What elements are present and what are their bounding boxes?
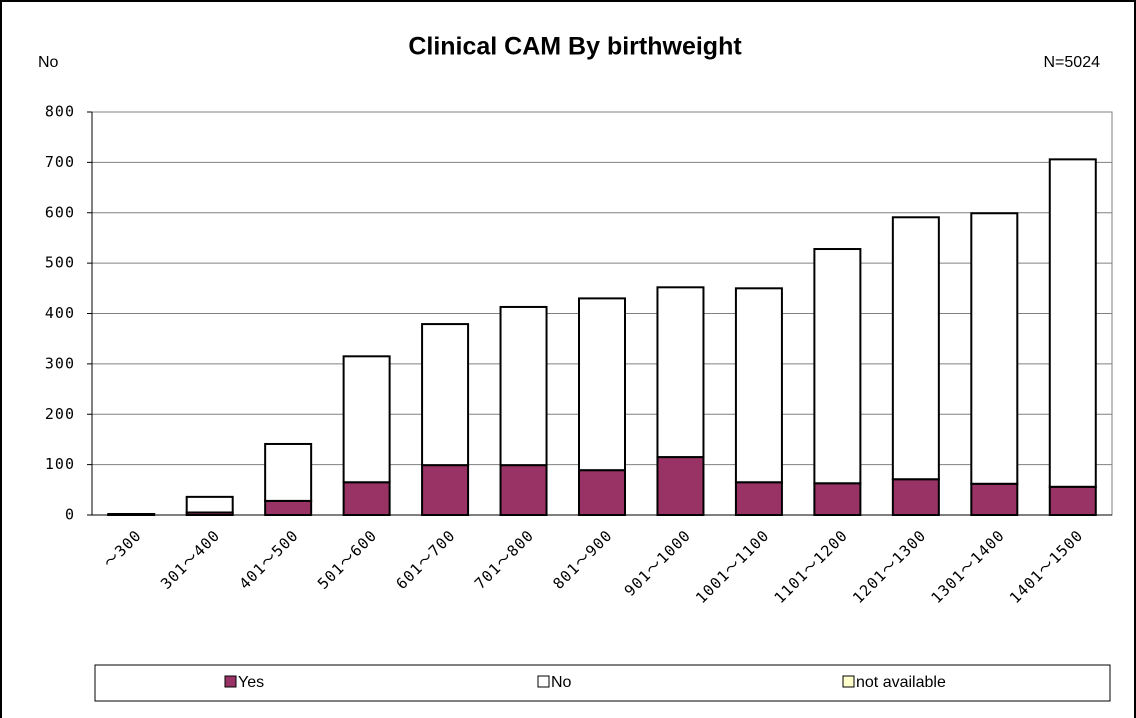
bar-segment [1048, 158, 1097, 488]
legend-swatch [842, 675, 855, 688]
legend-box [94, 664, 1111, 702]
y-tick-label: 200 [45, 405, 75, 423]
bar-segment [421, 464, 470, 517]
legend-label: No [551, 674, 572, 691]
bar-segment [813, 248, 862, 485]
y-tick-label: 400 [45, 304, 75, 322]
y-tick-label: 600 [45, 203, 75, 221]
bar-segment [656, 456, 705, 517]
bar-segment [578, 469, 626, 517]
bar-segment [578, 297, 626, 472]
bar-segment [499, 464, 548, 517]
bar-segment [499, 305, 548, 467]
bar-segment [970, 212, 1019, 485]
bar-segment [185, 495, 234, 514]
chart-title: Clinical CAM By birthweight [408, 33, 742, 61]
legend-label: not available [856, 674, 946, 691]
legend-label: Yes [238, 674, 264, 691]
y-tick-label: 100 [45, 455, 75, 473]
legend-swatch [224, 675, 237, 688]
y-tick-label: 0 [65, 506, 75, 524]
y-tick-label: 500 [45, 254, 75, 272]
x-tick-label: 501～600 [314, 526, 381, 593]
bar-segment [264, 442, 313, 502]
bar-segment [891, 478, 940, 517]
bar-segment [1048, 485, 1097, 517]
bar-segment [734, 481, 783, 517]
legend-swatch [537, 675, 550, 688]
bar-segment [891, 216, 940, 481]
y-tick-label: 800 [45, 103, 75, 121]
bar-segment [813, 482, 862, 517]
x-tick-label: 1401～1500 [1006, 526, 1087, 607]
y-axis-label: No [38, 54, 59, 71]
annotation: N=5024 [1044, 54, 1101, 71]
bar-segment [342, 355, 391, 484]
x-tick-label: 601～700 [392, 526, 459, 593]
x-tick-label: 701～800 [471, 526, 538, 593]
y-tick-label: 300 [45, 354, 75, 372]
x-tick-label: ～300 [100, 526, 145, 571]
bar-segment [734, 287, 783, 484]
bar-segment [421, 323, 470, 467]
x-tick-label: 1201～1300 [849, 526, 930, 607]
y-tick-label: 700 [45, 153, 75, 171]
x-tick-label: 901～1000 [621, 526, 695, 600]
x-tick-label: 801～900 [549, 526, 616, 593]
x-tick-label: 1001～1100 [692, 526, 773, 607]
bar-segment [342, 481, 391, 517]
bar-segment [970, 482, 1019, 516]
bar-segment [264, 499, 313, 516]
x-tick-label: 401～500 [236, 526, 303, 593]
x-tick-label: 1101～1200 [771, 526, 852, 607]
x-tick-label: 1301～1400 [928, 526, 1009, 607]
bar-segment [656, 286, 705, 459]
x-tick-label: 301～400 [157, 526, 224, 593]
